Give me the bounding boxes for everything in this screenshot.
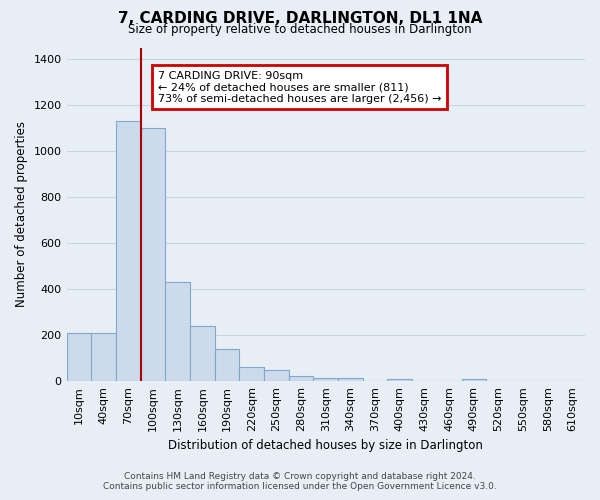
Bar bbox=[190, 326, 215, 382]
Bar bbox=[116, 121, 140, 382]
Bar bbox=[289, 376, 313, 382]
Bar bbox=[338, 378, 363, 382]
Text: 7, CARDING DRIVE, DARLINGTON, DL1 1NA: 7, CARDING DRIVE, DARLINGTON, DL1 1NA bbox=[118, 11, 482, 26]
Y-axis label: Number of detached properties: Number of detached properties bbox=[15, 122, 28, 308]
Bar bbox=[264, 370, 289, 382]
Bar bbox=[461, 380, 486, 382]
Bar bbox=[91, 333, 116, 382]
Text: Size of property relative to detached houses in Darlington: Size of property relative to detached ho… bbox=[128, 22, 472, 36]
Bar bbox=[165, 282, 190, 382]
Text: 7 CARDING DRIVE: 90sqm
← 24% of detached houses are smaller (811)
73% of semi-de: 7 CARDING DRIVE: 90sqm ← 24% of detached… bbox=[158, 70, 442, 104]
Bar bbox=[215, 349, 239, 382]
Bar bbox=[67, 333, 91, 382]
Bar bbox=[388, 379, 412, 382]
Bar bbox=[239, 368, 264, 382]
Bar bbox=[313, 378, 338, 382]
X-axis label: Distribution of detached houses by size in Darlington: Distribution of detached houses by size … bbox=[169, 440, 483, 452]
Text: Contains HM Land Registry data © Crown copyright and database right 2024.
Contai: Contains HM Land Registry data © Crown c… bbox=[103, 472, 497, 491]
Bar bbox=[140, 128, 165, 382]
